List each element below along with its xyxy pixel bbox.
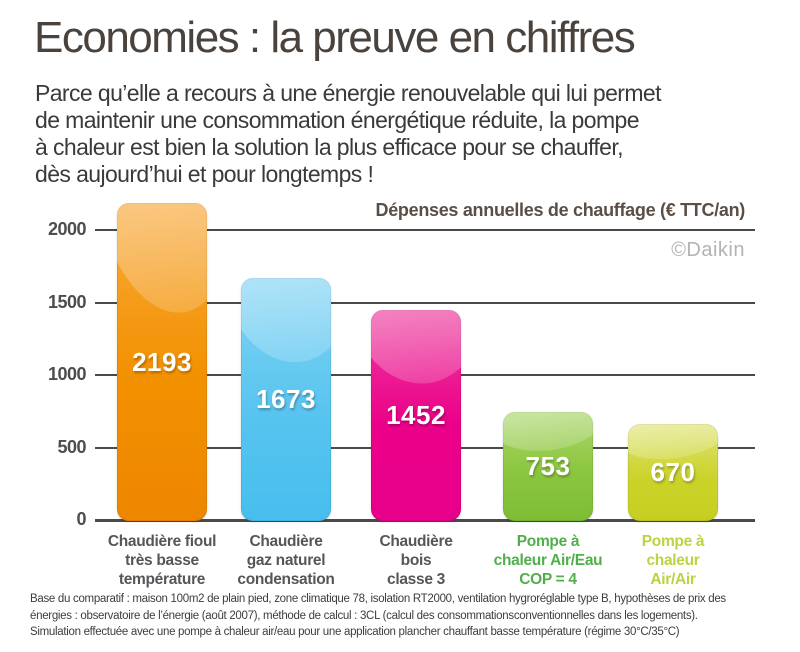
bar-gloss-highlight <box>241 278 331 374</box>
y-axis-tick-label: 1000 <box>47 364 87 384</box>
bar-value-label: 1452 <box>386 400 446 430</box>
bar-value-label: 753 <box>525 451 571 481</box>
chart-bar: 753 <box>503 412 593 521</box>
y-axis-tick-label: 500 <box>57 436 86 457</box>
bar-value-label: 670 <box>650 457 696 487</box>
category-label: Pompe à chaleur Air/Eau COP = 4 <box>493 533 603 588</box>
chart-area: Dépenses annuelles de chauffage (€ TTC/a… <box>0 195 800 590</box>
category-label: Pompe à chaleur Air/Air <box>641 533 705 588</box>
chart-bar: 1452 <box>371 310 461 521</box>
bar-value-label: 2193 <box>132 346 192 377</box>
category-label: Chaudière gaz naturel condensation <box>237 533 335 588</box>
daikin-watermark: ©Daikin <box>671 239 745 261</box>
footnote-text: Base du comparatif : maison 100m2 de pla… <box>30 593 726 638</box>
bar-value-label: 1673 <box>256 384 316 414</box>
y-axis-tick-label: 2000 <box>47 219 87 239</box>
y-axis-tick-label: 1500 <box>47 291 87 312</box>
chart-bar: 2193 <box>117 203 207 521</box>
chart-bar: 1673 <box>241 278 331 521</box>
page-title: Economies : la preuve en chiffres <box>34 13 636 62</box>
bar-gloss-highlight <box>371 310 461 395</box>
intro-text: Parce qu’elle a recours à une énergie re… <box>35 80 661 187</box>
gridline <box>95 229 755 231</box>
y-axis-tick-label: 0 <box>76 509 86 529</box>
gridline <box>95 301 755 304</box>
category-label: Chaudière fioul très basse température <box>107 533 217 588</box>
category-label: Chaudière bois classe 3 <box>379 533 453 588</box>
bar-gloss-highlight <box>117 203 207 325</box>
chart-bar: 670 <box>628 424 718 521</box>
chart-title: Dépenses annuelles de chauffage (€ TTC/a… <box>375 200 746 220</box>
